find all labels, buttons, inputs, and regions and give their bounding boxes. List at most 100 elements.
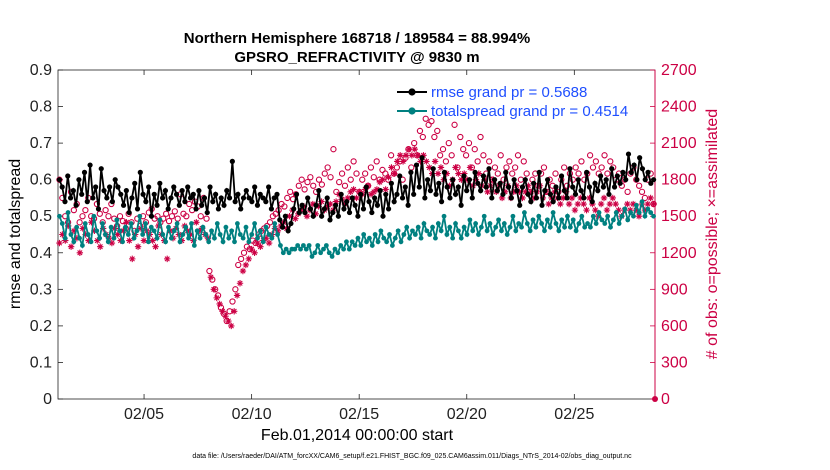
obs-assimilated-point bbox=[568, 194, 576, 202]
spread-point bbox=[435, 221, 441, 226]
obs-assimilated-point bbox=[216, 300, 223, 308]
rmse-point bbox=[547, 191, 553, 197]
rmse-point bbox=[338, 191, 344, 197]
spread-point bbox=[645, 206, 651, 212]
spread-point bbox=[496, 217, 501, 223]
spread-point bbox=[88, 239, 94, 245]
obs-assimilated-point bbox=[265, 239, 273, 247]
spread-point bbox=[335, 250, 341, 256]
spread-point bbox=[128, 221, 134, 226]
obs-assimilated-point bbox=[586, 194, 593, 202]
obs-possible-point bbox=[439, 146, 447, 153]
rmse-point bbox=[369, 209, 375, 216]
rmse-point bbox=[464, 188, 470, 194]
obs-assimilated-point bbox=[164, 255, 171, 263]
y-tick-label: 0.7 bbox=[30, 135, 52, 152]
obs-assimilated-point bbox=[394, 158, 401, 165]
rmse-point bbox=[556, 195, 562, 201]
spread-point bbox=[257, 228, 263, 234]
rmse-point bbox=[391, 199, 397, 205]
spread-point bbox=[137, 213, 143, 219]
rmse-point bbox=[70, 188, 76, 194]
rmse-point bbox=[93, 184, 99, 190]
obs-possible-point bbox=[318, 181, 326, 188]
obs-possible-point bbox=[416, 127, 424, 135]
rmse-point bbox=[76, 177, 82, 183]
rmse-point bbox=[567, 166, 573, 172]
rmse-point bbox=[478, 188, 484, 194]
y-tick-label: 0.3 bbox=[30, 281, 52, 298]
spread-point bbox=[301, 243, 306, 248]
spread-point bbox=[542, 228, 547, 234]
obs-possible-point bbox=[237, 255, 245, 263]
spread-point bbox=[361, 232, 367, 237]
rmse-point bbox=[344, 199, 350, 205]
obs-assimilated-point bbox=[609, 194, 616, 202]
rmse-point bbox=[65, 173, 71, 179]
obs-assimilated-point bbox=[239, 267, 247, 275]
obs-possible-point bbox=[229, 298, 236, 305]
rmse-point bbox=[112, 177, 118, 183]
y-tick-label: 0.2 bbox=[30, 318, 52, 335]
rmse-point bbox=[444, 184, 450, 190]
spread-point bbox=[579, 213, 585, 219]
obs-possible-point bbox=[301, 186, 308, 193]
rmse-point bbox=[645, 169, 651, 175]
rmse-point bbox=[480, 173, 487, 179]
obs-assimilated-point bbox=[370, 188, 378, 196]
spread-point bbox=[332, 246, 338, 252]
rmse-point bbox=[372, 195, 378, 201]
rmse-point bbox=[238, 206, 244, 212]
obs-assimilated-point bbox=[230, 308, 238, 315]
obs-assimilated-point bbox=[318, 198, 325, 205]
spread-point bbox=[501, 221, 507, 226]
rmse-point bbox=[193, 206, 199, 212]
obs-assimilated-point bbox=[399, 158, 407, 165]
obs-assimilated-point bbox=[222, 312, 229, 320]
obs-assimilated-point bbox=[350, 186, 357, 193]
spread-point bbox=[234, 221, 240, 226]
spread-point bbox=[415, 224, 421, 230]
rmse-point bbox=[120, 202, 127, 208]
spread-point bbox=[553, 221, 559, 226]
obs-assimilated-point bbox=[73, 234, 81, 242]
obs-possible-point bbox=[460, 146, 467, 153]
obs-possible-point bbox=[494, 170, 501, 177]
obs-possible-point bbox=[338, 170, 346, 177]
obs-assimilated-point bbox=[353, 194, 360, 202]
obs-assimilated-point bbox=[583, 206, 590, 214]
spread-point bbox=[628, 210, 634, 215]
totalspread-series bbox=[57, 199, 656, 259]
obs-possible-point bbox=[353, 170, 360, 177]
obs-assimilated-point bbox=[193, 219, 200, 226]
spread-point bbox=[599, 217, 605, 223]
obs-assimilated-point bbox=[56, 239, 63, 247]
rmse-point bbox=[511, 177, 517, 183]
obs-assimilated-point bbox=[129, 255, 136, 263]
rmse-point bbox=[307, 206, 314, 212]
legend-spread-marker bbox=[408, 107, 416, 115]
obs-possible-point bbox=[422, 115, 429, 122]
rmse-point bbox=[226, 195, 233, 201]
spread-point bbox=[197, 235, 203, 241]
rmse-point bbox=[229, 158, 235, 164]
obs-possible-point bbox=[497, 152, 504, 159]
y-right-tick-label: 2100 bbox=[661, 135, 697, 152]
obs-possible-point bbox=[336, 178, 343, 186]
y-axis-left: 0 0.1 0.2 0.3 0.4 0.5 0.6 0.7 0.8 0.9 bbox=[30, 62, 63, 408]
obs-possible-point bbox=[266, 219, 274, 226]
rmse-point bbox=[154, 202, 160, 208]
obs-possible-point bbox=[203, 215, 210, 222]
spread-point bbox=[312, 250, 318, 256]
rmse-point bbox=[625, 151, 632, 157]
obs-assimilated-point bbox=[251, 249, 258, 256]
spread-point bbox=[59, 221, 65, 226]
spread-point bbox=[283, 246, 289, 252]
rmse-point bbox=[536, 169, 542, 175]
rmse-point bbox=[104, 195, 110, 201]
obs-assimilated-point bbox=[236, 280, 244, 287]
rmse-point bbox=[140, 191, 146, 197]
rmse-point bbox=[146, 184, 152, 190]
y-right-tick-label: 600 bbox=[661, 318, 688, 335]
